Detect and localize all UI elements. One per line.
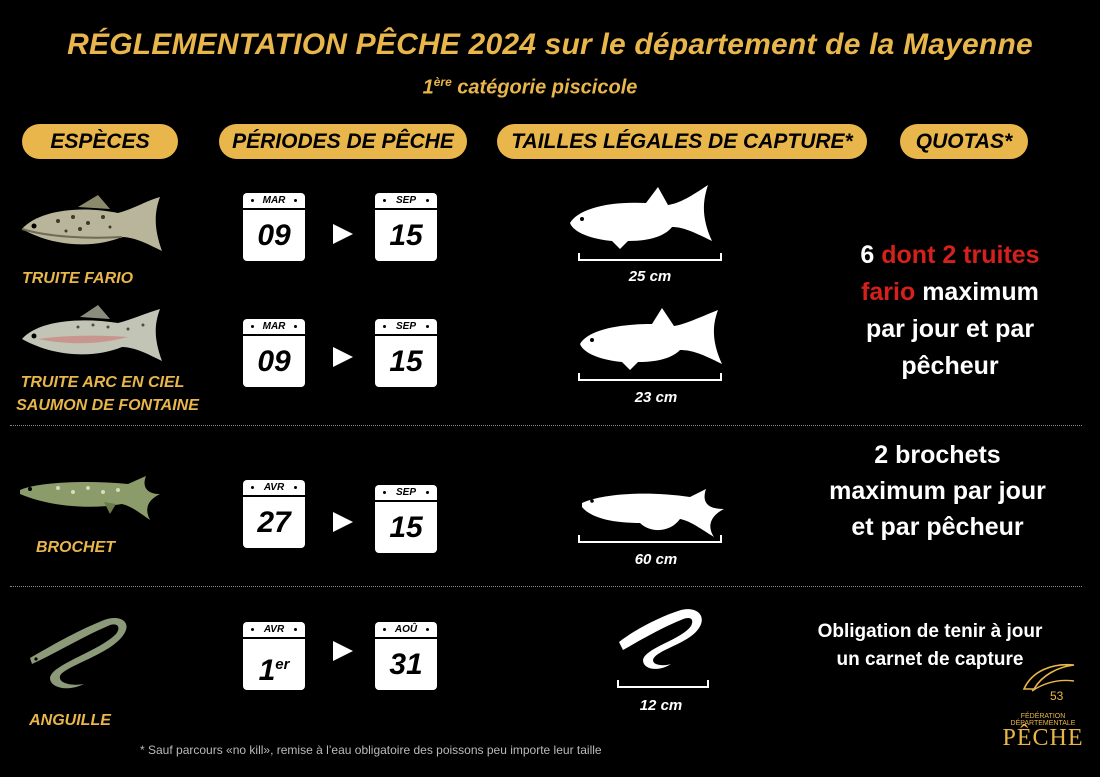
logo-word: PÊCHE: [1002, 725, 1084, 751]
calendar-start-anguille: AVR 1er: [243, 622, 305, 690]
rainbow-trout-illustration: [22, 305, 162, 361]
species-label-truite-fario: TRUITE FARIO: [21, 270, 134, 287]
species-label-truite-arc-en-ciel: TRUITE ARC EN CIEL: [20, 374, 185, 391]
legal-size-anguille: 12 cm: [639, 697, 683, 714]
arrow-icon: [333, 347, 353, 367]
pike-illustration: [20, 476, 160, 520]
calendar-day: 15: [375, 502, 437, 553]
page-title: RÉGLEMENTATION PÊCHE 2024 sur le départe…: [67, 28, 1033, 61]
calendar-day: 09: [243, 336, 305, 387]
header-periods: PÉRIODES DE PÊCHE: [219, 124, 467, 159]
legal-size-truite-arc-en-ciel: 23 cm: [634, 389, 678, 406]
quota-truites: 6 dont 2 truites fario maximum par jour …: [860, 241, 1040, 380]
calendar-month: MAR: [262, 195, 286, 206]
page-subtitle: 1ère catégorie piscicole: [422, 75, 638, 99]
eel-illustration: [30, 617, 127, 689]
legal-size-brochet: 60 cm: [634, 551, 678, 568]
calendar-start-truite-fario: MAR 09: [243, 193, 305, 261]
logo-subtitle: FÉDÉRATION DÉPARTEMENTALE: [1010, 713, 1076, 727]
legal-size-truite-fario: 25 cm: [628, 268, 672, 285]
size-ruler: [578, 253, 722, 261]
calendar-month: AVR: [263, 624, 285, 635]
header-species: ESPÈCES: [22, 124, 178, 159]
size-ruler: [578, 373, 722, 381]
calendar-end-truite-arc-en-ciel: SEP 15: [375, 319, 437, 387]
calendar-month: SEP: [395, 487, 416, 498]
footnote: * Sauf parcours «no kill», remise à l’ea…: [140, 743, 602, 757]
calendar-day: 1er: [243, 639, 305, 690]
calendar-end-brochet: SEP 15: [375, 485, 437, 553]
pike-silhouette-icon: [582, 489, 724, 537]
size-ruler: [617, 680, 709, 688]
eel-silhouette-icon: [619, 609, 702, 669]
calendar-day: 15: [375, 336, 437, 387]
calendar-day: 15: [375, 210, 437, 261]
size-ruler: [578, 535, 722, 543]
calendar-month: SEP: [395, 195, 416, 206]
logo-number: 53: [1050, 689, 1064, 703]
fish-logo-icon: [1022, 663, 1075, 692]
calendar-start-truite-arc-en-ciel: MAR 09: [243, 319, 305, 387]
row-divider: [10, 586, 1082, 587]
calendar-end-truite-fario: SEP 15: [375, 193, 437, 261]
arrow-icon: [333, 224, 353, 244]
header-quotas: QUOTAS*: [900, 124, 1028, 159]
calendar-month: MAR: [262, 321, 286, 332]
arrow-icon: [333, 512, 353, 532]
calendar-start-brochet: AVR 27: [243, 480, 305, 548]
trout-silhouette-icon: [580, 308, 722, 370]
federation-logo: 53 FÉDÉRATION DÉPARTEMENTALE PÊCHE: [998, 655, 1088, 760]
calendar-day: 27: [243, 497, 305, 548]
calendar-end-anguille: AOÛ 31: [375, 622, 437, 690]
quota-anguille: Obligation de tenir à jour un carnet de …: [817, 621, 1043, 670]
brown-trout-illustration: [21, 195, 162, 251]
species-label-brochet: BROCHET: [35, 539, 116, 556]
calendar-day: 09: [243, 210, 305, 261]
quota-brochets: 2 brochets maximum par jour et par pêche…: [829, 441, 1046, 541]
header-sizes: TAILLES LÉGALES DE CAPTURE*: [497, 124, 867, 159]
calendar-day: 31: [375, 639, 437, 690]
calendar-month: SEP: [395, 321, 416, 332]
species-label-saumon-de-fontaine: SAUMON DE FONTAINE: [16, 397, 199, 414]
row-divider: [10, 425, 1082, 426]
arrow-icon: [333, 641, 353, 661]
species-label-anguille: ANGUILLE: [29, 712, 111, 729]
calendar-month: AOÛ: [394, 624, 418, 635]
trout-silhouette-icon: [570, 185, 712, 249]
calendar-month: AVR: [263, 482, 285, 493]
